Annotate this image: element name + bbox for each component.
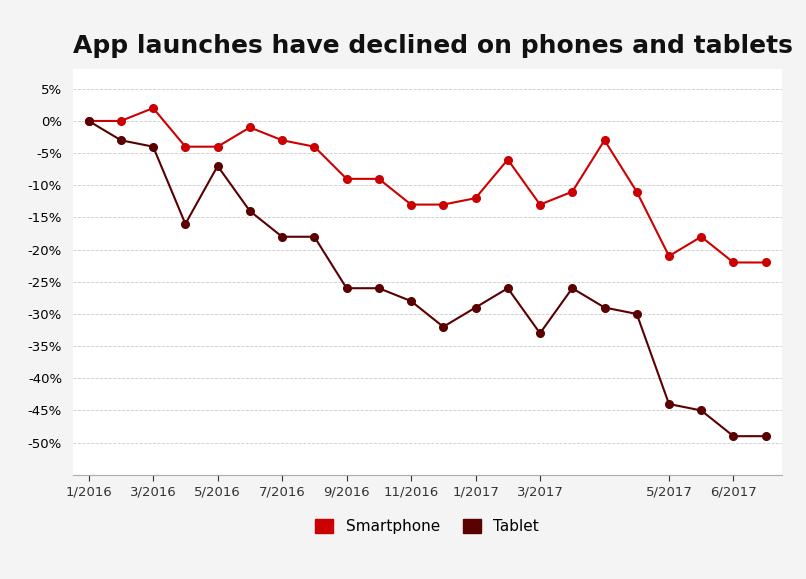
Legend: Smartphone, Tablet: Smartphone, Tablet: [309, 513, 546, 540]
Text: App launches have declined on phones and tablets: App launches have declined on phones and…: [73, 34, 792, 58]
